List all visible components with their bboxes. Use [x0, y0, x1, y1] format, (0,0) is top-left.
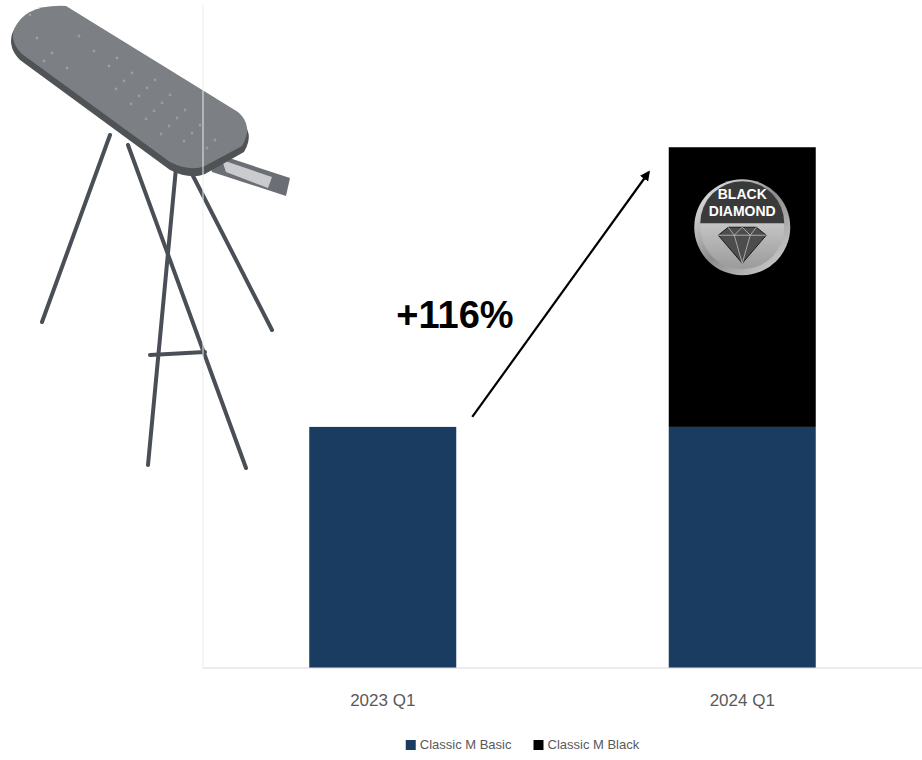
board-leg	[128, 145, 246, 468]
growth-annotation: +116%	[396, 294, 513, 336]
badge-ring	[694, 179, 790, 275]
board-speckle	[108, 65, 111, 68]
board-leg	[190, 170, 272, 330]
x-axis-line	[203, 667, 922, 668]
board-leg	[150, 352, 205, 355]
board-speckle	[176, 117, 179, 120]
chart-root: 2023 Q1 2024 Q1 +116% BLACKDIAMOND Classic M…	[0, 0, 922, 760]
board-speckle	[66, 67, 69, 70]
y-axis-line	[203, 5, 204, 668]
legend-swatch	[534, 740, 544, 750]
board-speckle	[145, 118, 148, 121]
board-speckle	[168, 125, 171, 128]
board-speckle	[214, 139, 217, 142]
category-label: 2024 Q1	[710, 691, 775, 710]
legend-item: Classic M Basic	[406, 737, 512, 752]
legend: Classic M Basic Classic M Black	[406, 737, 640, 752]
board-speckle	[154, 79, 157, 82]
board-speckle	[131, 72, 134, 75]
badge-top	[700, 181, 784, 223]
board-speckle	[153, 110, 156, 113]
diamond-body	[718, 227, 766, 263]
legend-swatch	[406, 740, 416, 750]
board-speckle	[29, 14, 32, 17]
iron-rest-pad	[222, 160, 272, 188]
legend-item: Classic M Black	[534, 737, 640, 752]
ironing-board-illustration	[11, 6, 290, 468]
board-speckle	[93, 50, 96, 53]
board-speckle	[199, 124, 202, 127]
board-speckle	[160, 133, 163, 136]
badge-text-line: BLACK	[718, 186, 767, 202]
board-speckle	[51, 52, 54, 55]
board-speckle	[115, 88, 118, 91]
board-speckle	[169, 94, 172, 97]
board-speckle	[36, 37, 39, 40]
board-speckle	[130, 103, 133, 106]
bar-segment	[669, 147, 816, 427]
board-speckle	[161, 102, 164, 105]
board-speckle	[183, 140, 186, 143]
board-leg	[42, 135, 110, 322]
bar-segment	[669, 427, 816, 668]
board-speckle	[123, 80, 126, 83]
board-speckle	[146, 87, 149, 90]
badge-text-line: DIAMOND	[709, 203, 776, 219]
legend-label: Classic M Black	[548, 737, 640, 752]
board-speckle	[43, 60, 46, 63]
board-leg	[148, 168, 176, 465]
badge-diamond	[718, 227, 766, 263]
bar-segment	[309, 426, 456, 427]
board-speckle	[138, 95, 141, 98]
legend-label: Classic M Basic	[420, 737, 512, 752]
board-speckle	[78, 35, 81, 38]
board-speckle	[206, 147, 209, 150]
black-diamond-badge: BLACKDIAMOND	[694, 179, 790, 275]
board-speckle	[184, 109, 187, 112]
diamond-facets	[718, 227, 766, 263]
bars	[309, 147, 816, 668]
board-speckle	[116, 57, 119, 60]
category-label: 2023 Q1	[350, 691, 415, 710]
bar-segment	[309, 427, 456, 668]
board-speckle	[191, 132, 194, 135]
badge-text: BLACKDIAMOND	[709, 186, 776, 219]
board-cover	[13, 6, 247, 168]
